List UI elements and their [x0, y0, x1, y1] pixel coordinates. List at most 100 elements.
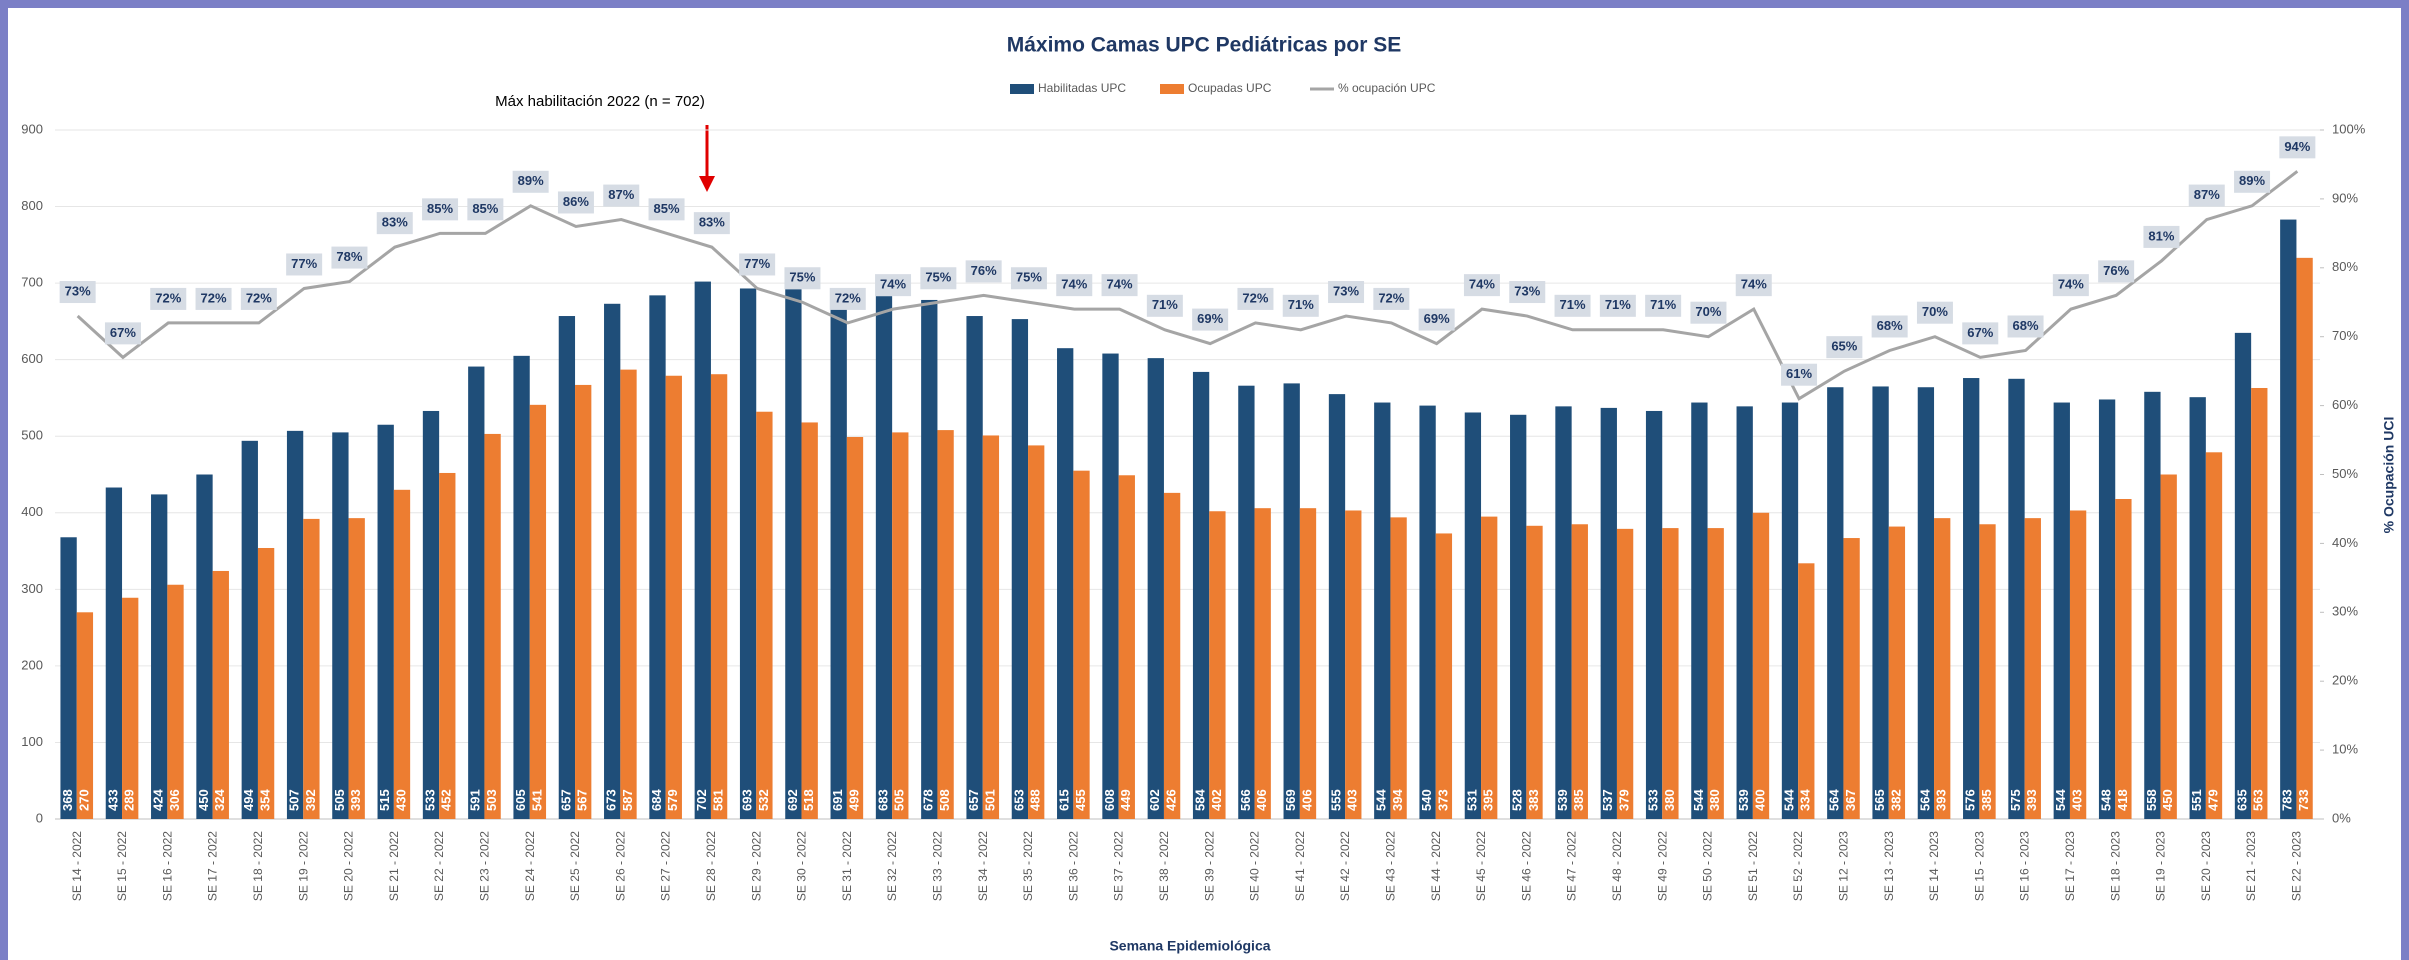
legend-swatch: [1160, 84, 1184, 94]
line-value-label: 68%: [2013, 318, 2039, 333]
bar: [1118, 475, 1135, 819]
line-value-label: 65%: [1831, 339, 1857, 354]
label-box: [1509, 281, 1546, 304]
bar: [1691, 402, 1708, 819]
bar: [2115, 498, 2132, 819]
bar-value-label: 455: [1073, 789, 1088, 811]
bar: [393, 489, 411, 819]
line: [76, 170, 2299, 401]
bar-value-label: 692: [785, 789, 800, 811]
x-tick-label: SE 48 - 2022: [1610, 831, 1624, 901]
bar: [756, 411, 773, 819]
bar-value-label: 657: [558, 789, 573, 811]
x-tick-label: SE 46 - 2022: [1519, 831, 1533, 901]
y-tick-label: 500: [21, 428, 43, 443]
bar: [921, 299, 938, 819]
bar-value-label: 508: [937, 789, 952, 811]
bar: [1192, 371, 1210, 819]
legend-swatch: [1010, 84, 1034, 94]
line-value-label: 72%: [246, 290, 272, 305]
x-tick-label: SE 41 - 2022: [1293, 831, 1307, 901]
bar: [2296, 257, 2313, 819]
bar: [1872, 386, 1889, 819]
line-value-label: 77%: [744, 256, 770, 271]
bar-value-label: 393: [1934, 789, 1949, 811]
bar-value-label: 602: [1147, 789, 1162, 811]
bar: [1028, 445, 1045, 819]
bar: [620, 369, 637, 819]
bar: [1374, 402, 1391, 819]
annotation-arrowhead: [699, 176, 715, 192]
bar-value-label: 575: [2008, 789, 2023, 811]
bar: [2053, 402, 2070, 819]
bar: [1934, 518, 1951, 819]
label-box: [1871, 315, 1908, 338]
bar-value-label: 544: [1691, 789, 1706, 811]
bar-value-label: 385: [1979, 789, 1994, 811]
line-value-label: 75%: [925, 270, 951, 285]
line-value-label: 85%: [472, 201, 498, 216]
x-tick-label: SE 14 - 2022: [70, 831, 84, 901]
bar-value-label: 383: [1526, 789, 1541, 811]
bar-value-label: 505: [332, 789, 347, 811]
bar-value-label: 541: [529, 789, 544, 811]
bar: [2205, 452, 2223, 819]
y2-axis-title: % Ocupación UCI: [2381, 417, 2397, 534]
bar: [1979, 524, 1996, 819]
line-value-label: 71%: [1605, 297, 1631, 312]
bar: [982, 435, 1000, 819]
line-value-label: 77%: [291, 256, 317, 271]
y-tick-label: 800: [21, 198, 43, 213]
line-value-label: 71%: [1650, 297, 1676, 312]
x-tick-label: SE 27 - 2022: [659, 831, 673, 901]
line-value-label: 89%: [518, 173, 544, 188]
line-value-label: 89%: [2239, 173, 2265, 188]
bar-value-label: 394: [1390, 789, 1405, 811]
bar: [2280, 219, 2297, 819]
line-value-label: 78%: [336, 249, 362, 264]
line-value-label: 67%: [1967, 325, 1993, 340]
line-value-label: 74%: [2058, 277, 2084, 292]
bar-value-label: 693: [740, 789, 755, 811]
bar-value-label: 581: [711, 789, 726, 811]
bar-value-label: 635: [2234, 789, 2249, 811]
bar-value-label: 615: [1057, 789, 1072, 811]
line-value-label: 85%: [427, 201, 453, 216]
bar: [694, 281, 711, 820]
x-tick-label: SE 20 - 2022: [342, 831, 356, 901]
x-tick-label: SE 33 - 2022: [931, 831, 945, 901]
y2-tick-label: 50%: [2332, 466, 2358, 481]
y2-tick-label: 90%: [2332, 190, 2358, 205]
y-tick-label: 300: [21, 581, 43, 596]
bar: [1481, 516, 1498, 819]
label-box: [1146, 294, 1183, 317]
x-tick-label: SE 31 - 2022: [840, 831, 854, 901]
y-tick-label: 900: [21, 121, 43, 136]
line-value-label: 69%: [1197, 311, 1223, 326]
bar: [1555, 406, 1572, 819]
y2-tick-label: 100%: [2332, 121, 2366, 136]
label-box: [376, 212, 413, 235]
label-box: [467, 198, 504, 221]
label-box: [1328, 281, 1365, 304]
bar-value-label: 367: [1843, 789, 1858, 811]
bar-value-label: 324: [212, 789, 227, 811]
bar: [1888, 526, 1906, 819]
bar: [1616, 528, 1634, 819]
line-value-label: 76%: [2103, 263, 2129, 278]
bar-value-label: 395: [1481, 789, 1496, 811]
label-box: [739, 253, 776, 276]
x-tick-label: SE 37 - 2022: [1112, 831, 1126, 901]
bar-value-label: 576: [1963, 789, 1978, 811]
bar-value-label: 406: [1254, 789, 1269, 811]
bar-value-label: 539: [1555, 789, 1570, 811]
line-value-label: 71%: [1152, 297, 1178, 312]
line-value-label: 70%: [1922, 304, 1948, 319]
x-tick-label: SE 42 - 2022: [1338, 831, 1352, 901]
line-value-label: 71%: [1560, 297, 1586, 312]
bar: [257, 547, 275, 819]
bar-value-label: 548: [2099, 789, 2114, 811]
label-box: [784, 267, 821, 290]
bar-value-label: 555: [1328, 789, 1343, 811]
